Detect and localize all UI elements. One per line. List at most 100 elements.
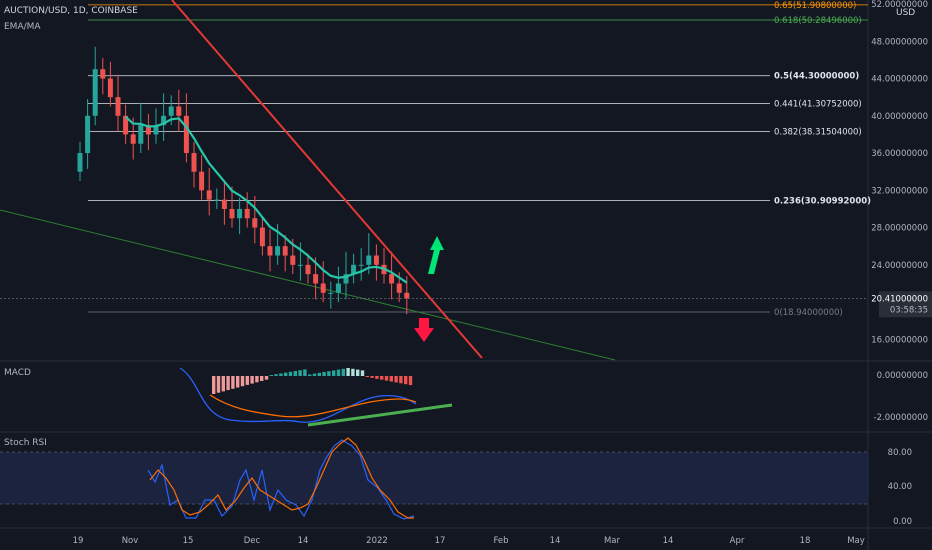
candle-body <box>100 69 106 79</box>
macd-histogram-bar <box>375 376 379 379</box>
fib-level-label: 0.5(44.30000000) <box>774 72 859 82</box>
up-arrow-icon <box>428 236 444 274</box>
macd-histogram-bar <box>394 376 398 383</box>
macd-histogram-bar <box>284 372 288 376</box>
macd-label: MACD <box>4 368 31 378</box>
candle-body <box>115 97 121 116</box>
macd-histogram-bar <box>384 376 389 381</box>
macd-histogram-bar <box>346 368 350 376</box>
candle-body <box>92 69 98 116</box>
macd-histogram-bar <box>231 376 235 389</box>
candle-body <box>313 274 319 284</box>
candle-body <box>107 78 113 98</box>
macd-histogram-bar <box>336 369 341 376</box>
macd-histogram-bar <box>360 370 365 376</box>
candle-body <box>252 218 258 228</box>
x-tick-label: 14 <box>298 536 309 546</box>
macd-histogram-bar <box>264 376 269 380</box>
fib-level-label: 0.236(30.90992000) <box>774 196 871 206</box>
macd-histogram-bar <box>293 371 297 376</box>
x-tick-label: 14 <box>663 536 674 546</box>
macd-histogram-bar <box>236 376 240 388</box>
candle-body <box>373 255 379 265</box>
candle-body <box>183 115 189 154</box>
macd-histogram-bar <box>308 374 312 376</box>
macd-histogram-bar <box>356 369 360 376</box>
candle-body <box>199 171 205 191</box>
x-tick-label: 15 <box>183 536 194 546</box>
y-tick-label: 52.00000000 <box>871 0 928 10</box>
ema-line <box>124 116 408 284</box>
macd-histogram-bar <box>226 376 230 391</box>
macd-tick-label: -2.00000000 <box>874 413 928 423</box>
fib-level-label: 0(18.94000000) <box>774 308 843 318</box>
fib-level-label: 0.382(38.31504000) <box>774 127 862 137</box>
indicator-label: EMA/MA <box>4 22 41 32</box>
candle-body <box>290 255 296 265</box>
macd-line <box>179 367 417 423</box>
x-tick-label: 19 <box>73 536 84 546</box>
candle-body <box>404 292 410 299</box>
candle-body <box>358 264 364 266</box>
macd-histogram-bar <box>212 376 216 394</box>
symbol-title: AUCTION/USD, 1D, COINBASE <box>4 6 138 16</box>
countdown-label: 03:58:35 <box>890 305 928 315</box>
candle-body <box>206 190 212 200</box>
y-tick-label: 40.00000000 <box>871 112 928 122</box>
currency-label: USD <box>896 8 916 18</box>
x-tick-label: Apr <box>730 536 745 546</box>
candle-body <box>229 208 235 219</box>
macd-histogram-bar <box>351 368 355 376</box>
candle-body <box>389 274 395 284</box>
macd-histogram-bar <box>260 376 264 381</box>
macd-tick-label: 0.00000000 <box>877 371 928 381</box>
macd-histogram-bar <box>322 372 326 376</box>
candle-body <box>221 199 227 209</box>
macd-histogram-bar <box>221 376 225 392</box>
candle-body <box>335 283 341 293</box>
macd-histogram-bar <box>269 375 273 376</box>
fib-level-label: 0.65(51.90800000) <box>774 1 856 11</box>
candle-body <box>343 274 349 284</box>
candle-body <box>176 106 182 116</box>
y-tick-label: 48.00000000 <box>871 37 928 47</box>
macd-histogram-bar <box>240 376 245 387</box>
y-tick-label: 32.00000000 <box>871 186 928 196</box>
y-tick-label: 44.00000000 <box>871 75 928 85</box>
candle-body <box>138 125 144 144</box>
candle-body <box>85 115 91 154</box>
resistance-trendline <box>171 0 483 359</box>
stoch-label: Stoch RSI <box>4 438 47 448</box>
price-axis-column <box>868 0 932 550</box>
candle-body <box>320 283 326 293</box>
candle-body <box>351 264 357 275</box>
candle-body <box>282 246 288 256</box>
x-tick-label: Feb <box>493 536 508 546</box>
x-tick-label: 18 <box>800 536 811 546</box>
support-trendline <box>0 209 616 361</box>
candle-body <box>168 106 174 116</box>
candle-body <box>366 255 372 265</box>
candle-body <box>267 246 273 256</box>
stoch-d-line <box>149 437 414 519</box>
x-tick-label: 2022 <box>366 536 388 546</box>
down-arrow-icon <box>414 318 434 342</box>
candle-body <box>153 125 159 135</box>
x-tick-label: 17 <box>435 536 446 546</box>
macd-histogram-bar <box>245 376 249 385</box>
y-tick-label: 28.00000000 <box>871 224 928 234</box>
macd-histogram-bar <box>274 374 278 376</box>
macd-histogram-bar <box>317 372 321 376</box>
macd-histogram-bar <box>399 376 403 384</box>
stoch-tick-label: 80.00 <box>888 448 912 458</box>
macd-histogram-bar <box>288 371 293 376</box>
macd-histogram-bar <box>250 376 254 384</box>
macd-histogram-bar <box>389 376 393 382</box>
macd-histogram-bar <box>327 371 331 376</box>
candle-body <box>259 227 265 247</box>
macd-histogram-bar <box>303 369 307 376</box>
stoch-tick-label: 0.00 <box>893 517 912 527</box>
divergence-line <box>307 403 453 427</box>
macd-histogram-bar <box>408 376 413 386</box>
